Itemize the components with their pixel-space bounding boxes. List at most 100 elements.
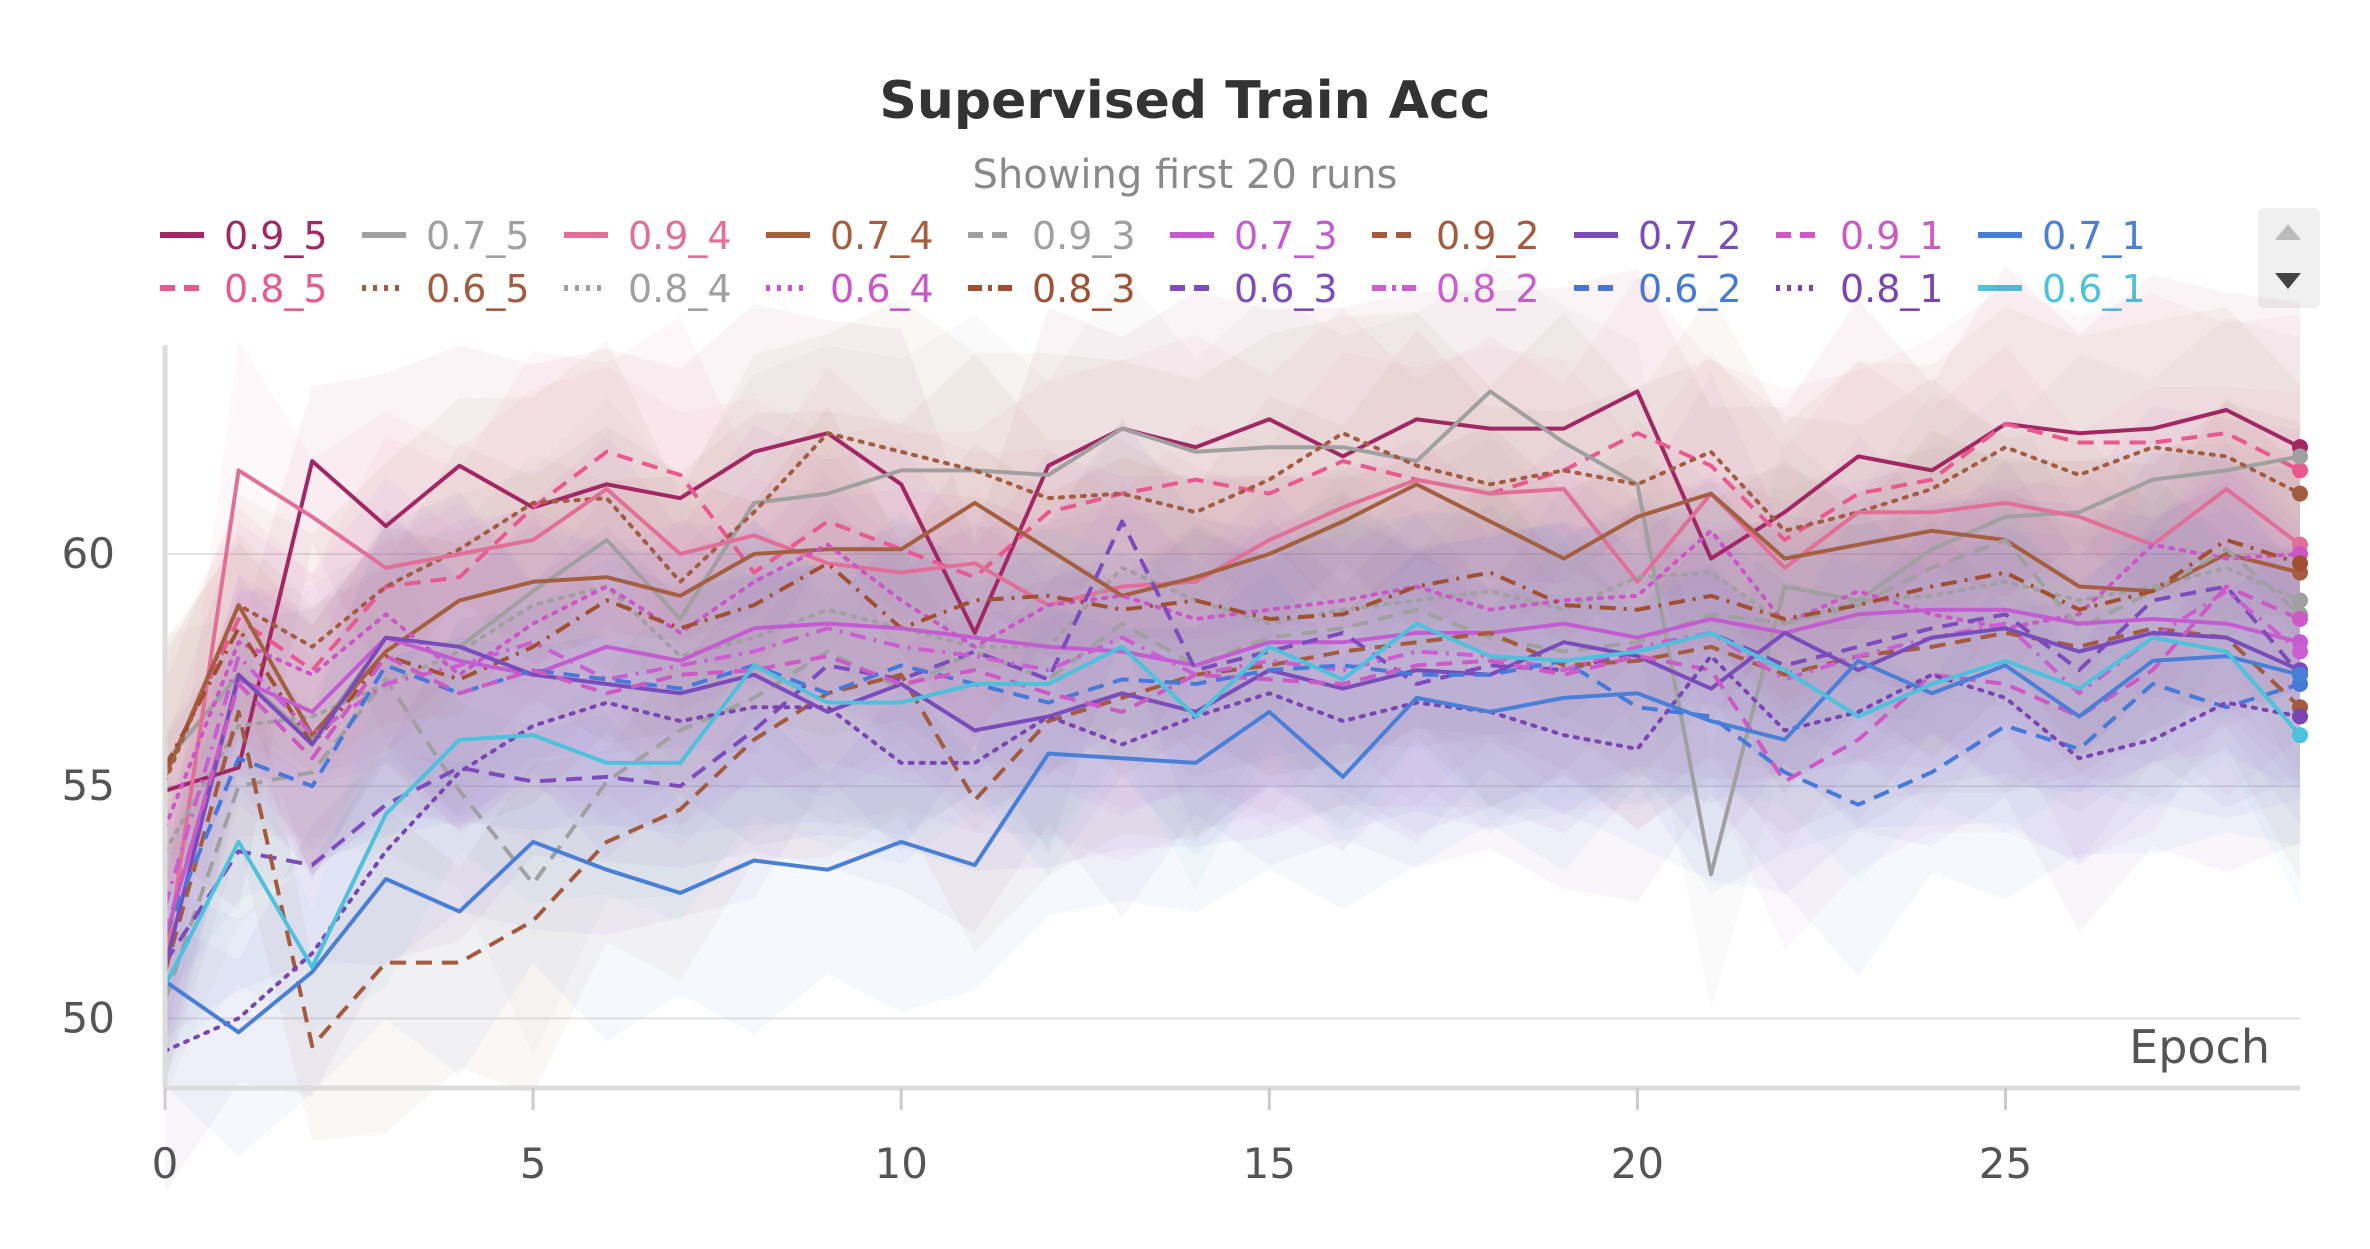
legend-item-0.9_2[interactable]: 0.9_2: [1372, 214, 1540, 258]
series-line-0.7_4[interactable]: [163, 482, 2301, 778]
series-line-0.6_1[interactable]: [163, 621, 2302, 987]
series-line-0.6_3[interactable]: [163, 519, 2302, 964]
series-band: [165, 479, 2300, 1070]
legend-label: 0.8_2: [1436, 267, 1540, 311]
series-line-0.8_4[interactable]: [163, 565, 2302, 854]
series-band: [165, 508, 2300, 1157]
series-endpoint-0.6_5: [2292, 485, 2308, 502]
series-lines: [163, 389, 2302, 1053]
legend-item-0.8_1[interactable]: 0.8_1: [1776, 267, 1944, 311]
legend-item-0.7_1[interactable]: 0.7_1: [1978, 214, 2146, 258]
legend-label: 0.6_1: [2042, 267, 2146, 311]
series-band: [165, 340, 2300, 1047]
series-band: [165, 464, 2300, 1070]
series-band: [165, 419, 2300, 984]
series-endpoint-0.9_1: [2292, 610, 2308, 627]
legend-label: 0.7_5: [426, 214, 530, 258]
x-tick-label: 20: [1611, 1139, 1664, 1188]
legend-label: 0.6_5: [426, 267, 530, 311]
series-endpoints: [2292, 439, 2308, 744]
series-band: [165, 329, 2300, 916]
series-line-0.8_5[interactable]: [163, 421, 2301, 774]
legend-item-0.7_5[interactable]: 0.7_5: [362, 214, 530, 258]
legend-item-0.6_4[interactable]: 0.6_4: [766, 267, 934, 311]
legend-label: 0.6_3: [1234, 267, 1338, 311]
legend-item-0.7_4[interactable]: 0.7_4: [766, 214, 934, 258]
series-endpoint-0.7_1: [2292, 666, 2308, 683]
series-band: [165, 295, 2300, 891]
y-tick-label: 50: [62, 993, 115, 1042]
chart-subtitle: Showing first 20 runs: [973, 152, 1398, 198]
legend-item-0.8_5[interactable]: 0.8_5: [160, 267, 328, 311]
series-endpoint-0.8_2: [2292, 643, 2308, 660]
legend-label: 0.8_3: [1032, 267, 1136, 311]
legend-label: 0.7_3: [1234, 214, 1338, 258]
series-band: [165, 511, 2300, 1001]
legend-label: 0.9_5: [224, 214, 328, 258]
legend-label: 0.7_4: [830, 214, 934, 258]
legend-item-0.6_5[interactable]: 0.6_5: [362, 267, 530, 311]
x-tick-label: 0: [152, 1139, 179, 1188]
series-line-0.8_2[interactable]: [163, 589, 2302, 908]
scroll-up-icon[interactable]: [2275, 224, 2301, 240]
legend-item-0.6_2[interactable]: 0.6_2: [1574, 267, 1742, 311]
legend-item-0.6_1[interactable]: 0.6_1: [1978, 267, 2146, 311]
series-endpoint-0.6_1: [2292, 727, 2308, 744]
y-tick-label: 55: [62, 761, 115, 810]
legend-label: 0.8_5: [224, 267, 328, 311]
series-line-0.7_1[interactable]: [163, 654, 2301, 1035]
series-band: [165, 474, 2300, 1141]
legend-item-0.9_1[interactable]: 0.9_1: [1776, 214, 1944, 258]
series-band: [165, 417, 2300, 1038]
legend-label: 0.7_1: [2042, 214, 2146, 258]
series-line-0.9_5[interactable]: [164, 389, 2301, 793]
y-tick-label: 60: [62, 529, 115, 578]
x-tick-label: 25: [1979, 1139, 2032, 1188]
series-band: [165, 276, 2300, 895]
series-line-0.9_1[interactable]: [163, 584, 2301, 936]
legend-scroll-control[interactable]: [2258, 208, 2320, 308]
legend-label: 0.9_1: [1840, 214, 1944, 258]
legend-label: 0.6_2: [1638, 267, 1742, 311]
legend-label: 0.9_4: [628, 214, 732, 258]
series-line-0.7_2[interactable]: [163, 626, 2301, 968]
series-line-0.8_3[interactable]: [163, 538, 2301, 769]
series-band: [165, 464, 2300, 1060]
series-band: [165, 443, 2300, 1050]
x-tick-label: 5: [520, 1139, 547, 1188]
legend-label: 0.6_4: [830, 267, 934, 311]
series-endpoint-0.8_3: [2292, 555, 2308, 572]
legend-item-0.7_3[interactable]: 0.7_3: [1170, 214, 1338, 258]
series-band: [165, 266, 2300, 910]
legend-item-0.8_3[interactable]: 0.8_3: [968, 267, 1136, 311]
legend-item-0.9_4[interactable]: 0.9_4: [564, 214, 732, 258]
series-line-0.6_4[interactable]: [163, 528, 2302, 830]
series-band: [165, 483, 2300, 1087]
axes: 50 55 60 0 5 10 15 20 25: [62, 345, 2300, 1188]
series-line-0.8_1[interactable]: [163, 654, 2302, 1053]
series-line-0.9_3[interactable]: [163, 538, 2302, 1001]
legend-item-0.6_3[interactable]: 0.6_3: [1170, 267, 1338, 311]
legend-item-0.9_5[interactable]: 0.9_5: [160, 214, 328, 258]
x-tick-label: 10: [874, 1139, 927, 1188]
legend-item-0.8_4[interactable]: 0.8_4: [564, 267, 732, 311]
series-endpoint-0.8_4: [2292, 592, 2308, 609]
legend-label: 0.8_1: [1840, 267, 1944, 311]
series-line-0.6_5[interactable]: [163, 431, 2302, 784]
legend-item-0.9_3[interactable]: 0.9_3: [968, 214, 1136, 258]
series-endpoint-0.8_1: [2292, 708, 2308, 725]
chart-title: Supervised Train Acc: [879, 71, 1490, 131]
legend-item-0.8_2[interactable]: 0.8_2: [1372, 267, 1540, 311]
series-endpoint-0.8_5: [2292, 462, 2308, 479]
legend-label: 0.8_4: [628, 267, 732, 311]
series-line-0.9_4[interactable]: [163, 468, 2302, 968]
series-line-0.9_2[interactable]: [163, 626, 2302, 1049]
scroll-down-icon[interactable]: [2275, 273, 2301, 289]
legend-item-0.7_2[interactable]: 0.7_2: [1574, 214, 1742, 258]
legend: 0.9_5 0.8_5 0.7_5 0.6_5 0.9_4 0.8_4 0.7_4 0.6_4…: [160, 214, 2146, 311]
series-line-0.7_5[interactable]: [163, 389, 2301, 877]
grid: [165, 552, 2300, 1020]
series-band: [165, 386, 2300, 1097]
